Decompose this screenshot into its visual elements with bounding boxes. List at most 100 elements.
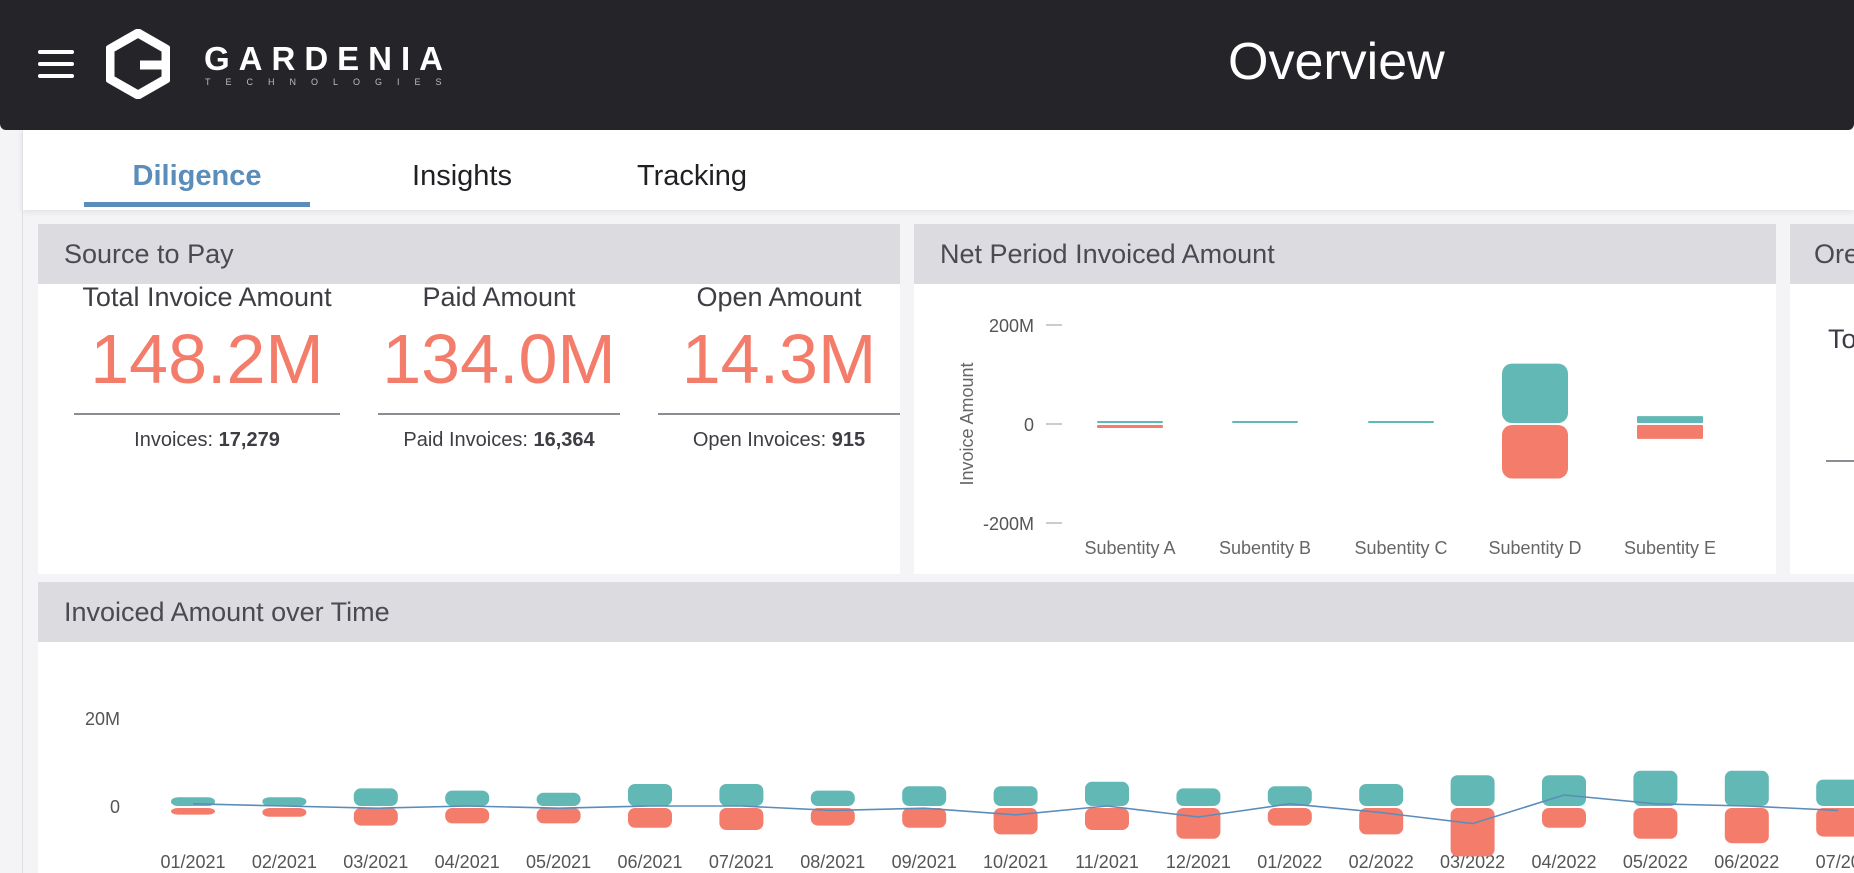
x-tick-label: 06/2021 [617, 852, 682, 872]
card-title: Invoiced Amount over Time [38, 582, 1854, 642]
bar-negative [902, 808, 947, 828]
kpi-value: 148.2M [90, 320, 324, 398]
y-tick-label: 200M [989, 316, 1034, 336]
bar-positive [1816, 779, 1854, 806]
bar-positive [262, 797, 307, 806]
bar-positive [628, 784, 672, 806]
kpi-footer: Invoices: 17,279 [134, 429, 280, 451]
x-tick-label: Subentity E [1624, 538, 1716, 558]
kpi-open-amount: Open Amount 14.3M Open Invoices: 915 [658, 282, 900, 452]
bar-negative [1633, 808, 1678, 839]
bar-positive [993, 786, 1038, 806]
net-period-chart: 200M 0 -200M Invoice Amount Subentity A Suben… [957, 316, 1716, 558]
bar-negative [1097, 425, 1163, 428]
gardenia-g-logo-icon [106, 29, 170, 99]
x-tick-label: 04/2022 [1531, 852, 1596, 872]
bar-negative [445, 808, 490, 824]
tab-tracking[interactable]: Tracking [636, 160, 748, 192]
bar-positive [445, 790, 490, 806]
bar-negative [810, 808, 855, 826]
bar-positive [1542, 775, 1586, 806]
kpi-label: Open Amount [696, 282, 862, 312]
bar-negative [1637, 425, 1703, 439]
bar-negative [171, 808, 215, 815]
bar-positive [1637, 416, 1703, 423]
bar-positive [1097, 421, 1163, 423]
bar-negative [1085, 808, 1129, 830]
bar-positive [1267, 786, 1312, 806]
logo-tagline: TECHNOLOGIES [205, 77, 457, 87]
y-tick-label: 20M [85, 709, 120, 729]
divider [658, 413, 900, 415]
card-title: Ore [1790, 224, 1854, 284]
bar-negative [1450, 808, 1495, 857]
y-tick-label: 0 [110, 797, 120, 817]
kpi-footer: Paid Invoices: 16,364 [403, 429, 595, 451]
bar-positive [1633, 770, 1678, 806]
kpi-total-invoice-amount: Total Invoice Amount 148.2M Invoices: 17… [74, 282, 340, 452]
bar-positive [810, 790, 855, 806]
y-tick-label: 0 [1024, 415, 1034, 435]
sidebar-divider [22, 130, 23, 873]
kpi-value: 134.0M [382, 320, 616, 398]
bar-positive [1450, 775, 1495, 806]
bar-negative [353, 808, 398, 826]
x-tick-label: 01/2021 [160, 852, 225, 872]
bar-positive [1502, 363, 1568, 423]
tab-insights[interactable]: Insights [412, 160, 512, 192]
bar-negative [1816, 808, 1854, 837]
source-to-pay-card: Source to Pay Total Invoice Amount 148.2… [38, 224, 900, 574]
bar-positive [353, 788, 398, 806]
y-tick-label: -200M [983, 514, 1034, 534]
bar-negative [536, 808, 581, 824]
bar-negative [1542, 808, 1586, 828]
x-tick-label: 07/2021 [709, 852, 774, 872]
bar-positive [536, 792, 581, 806]
tab-diligence[interactable]: Diligence [84, 146, 310, 207]
hamburger-menu-icon[interactable] [38, 50, 74, 80]
page-title: Overview [1228, 33, 1445, 91]
x-tick-label: 03/2022 [1440, 852, 1505, 872]
bar-positive [1232, 421, 1298, 423]
bar-positive [1085, 781, 1129, 806]
x-tick-label: 05/2022 [1623, 852, 1688, 872]
bar-negative [262, 808, 307, 817]
bar-positive [1368, 421, 1434, 423]
bar-negative [1724, 808, 1769, 844]
kpi-label: To [1828, 324, 1854, 354]
net-line [192, 794, 1839, 825]
x-tick-label: Subentity C [1354, 538, 1447, 558]
kpi-paid-amount: Paid Amount 134.0M Paid Invoices: 16,364 [378, 282, 620, 452]
x-tick-label: 03/2021 [343, 852, 408, 872]
x-tick-label: 05/2021 [526, 852, 591, 872]
over-time-chart: 20M0-20M01/202102/202103/202104/202105/2… [85, 709, 1854, 872]
x-tick-label: 06/2022 [1714, 852, 1779, 872]
over-time-card: Invoiced Amount over Time 20M0-20M01/202… [38, 582, 1854, 873]
net-period-card: Net Period Invoiced Amount 200M 0 -200M Inv… [914, 224, 1776, 574]
tab-bar: Diligence Insights Tracking [22, 130, 1854, 210]
bar-positive [1176, 788, 1221, 806]
card-title: Source to Pay [38, 224, 900, 284]
bar-negative [1267, 808, 1312, 826]
bar-negative [628, 808, 672, 828]
kpi-value: 14.3M [681, 320, 877, 398]
kpi-footer: Open Invoices: 915 [692, 429, 866, 451]
x-tick-label: 11/2021 [1075, 852, 1139, 872]
x-tick-label: 01/2022 [1257, 852, 1322, 872]
bar-positive [902, 786, 947, 806]
third-card: Ore To [1790, 224, 1854, 574]
x-tick-label: 08/2021 [800, 852, 865, 872]
top-app-bar: GARDENIA TECHNOLOGIES Overview [0, 0, 1854, 130]
x-tick-label: 04/2021 [435, 852, 500, 872]
x-tick-label: Subentity D [1488, 538, 1581, 558]
x-tick-label: 07/20 [1816, 852, 1854, 872]
divider [1826, 460, 1854, 462]
bar-positive [719, 784, 764, 806]
divider [378, 413, 620, 415]
card-title: Net Period Invoiced Amount [914, 224, 1776, 284]
x-tick-label: 09/2021 [892, 852, 957, 872]
x-tick-label: Subentity B [1219, 538, 1311, 558]
kpi-label: Paid Amount [422, 282, 576, 312]
y-axis-label: Invoice Amount [957, 362, 977, 485]
bar-negative [1176, 808, 1221, 839]
